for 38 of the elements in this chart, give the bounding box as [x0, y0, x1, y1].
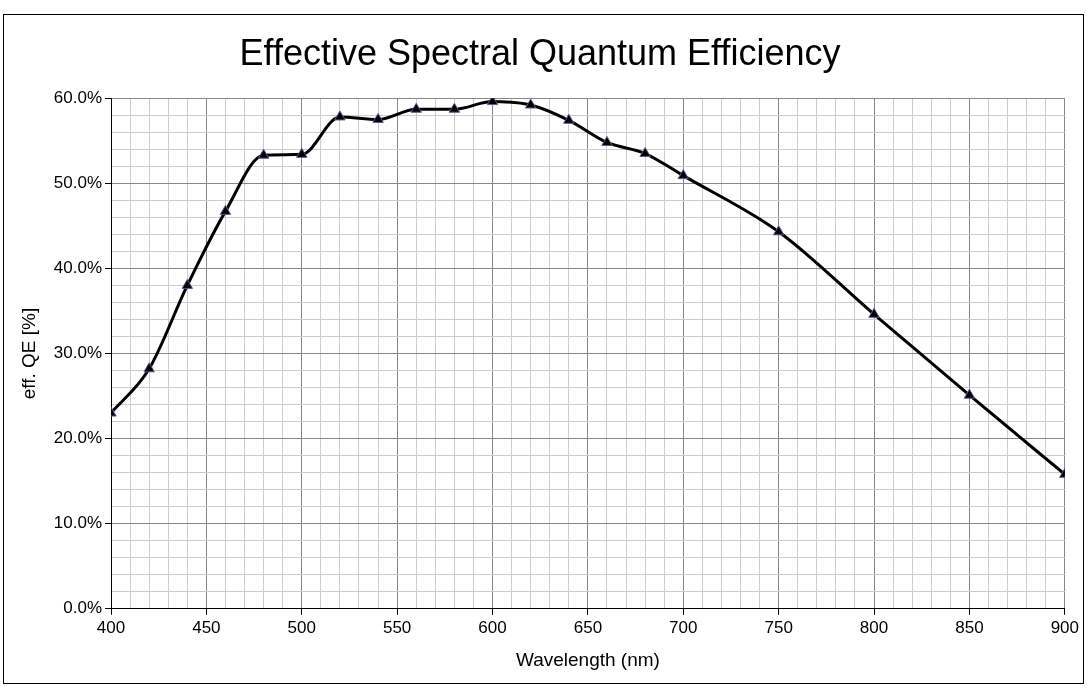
x-tick-label: 850	[955, 617, 984, 637]
y-tick-label: 20.0%	[53, 428, 102, 448]
x-tick-label: 750	[764, 617, 793, 637]
point	[963, 388, 976, 399]
x-axis-title: Wavelength (nm)	[515, 648, 660, 670]
point	[448, 102, 461, 113]
point	[219, 204, 232, 215]
x-tick-label: 800	[859, 617, 889, 637]
point	[868, 307, 880, 318]
x-tick-label: 650	[573, 617, 603, 637]
y-tick-label: 40.0%	[53, 258, 102, 278]
x-tick-label: 900	[1050, 617, 1080, 637]
y-tick-label: 50.0%	[53, 172, 102, 192]
y-tick-label: 60.0%	[53, 87, 102, 107]
x-tick-label: 450	[192, 617, 221, 637]
point	[143, 362, 155, 373]
y-tick-label: 30.0%	[53, 343, 102, 363]
point	[601, 135, 613, 146]
point	[677, 169, 689, 180]
x-tick-label: 600	[478, 617, 507, 637]
x-tick-label: 500	[287, 617, 316, 637]
point	[334, 110, 346, 121]
x-tick-label: 400	[96, 617, 126, 637]
chart-title: Effective Spectral Quantum Efficiency	[239, 31, 841, 73]
y-tick-label: 0.0%	[63, 598, 102, 618]
point	[296, 147, 308, 158]
y-tick-label: 10.0%	[53, 513, 102, 533]
x-tick-label: 700	[669, 617, 698, 637]
point	[524, 98, 537, 109]
point	[181, 278, 193, 289]
y-axis-title: eff. QE [%]	[17, 307, 39, 400]
point	[372, 112, 384, 123]
point	[772, 225, 785, 236]
point	[563, 113, 575, 124]
point	[410, 102, 422, 113]
x-tick-label: 550	[382, 617, 412, 637]
point	[257, 148, 270, 159]
point	[639, 147, 651, 158]
